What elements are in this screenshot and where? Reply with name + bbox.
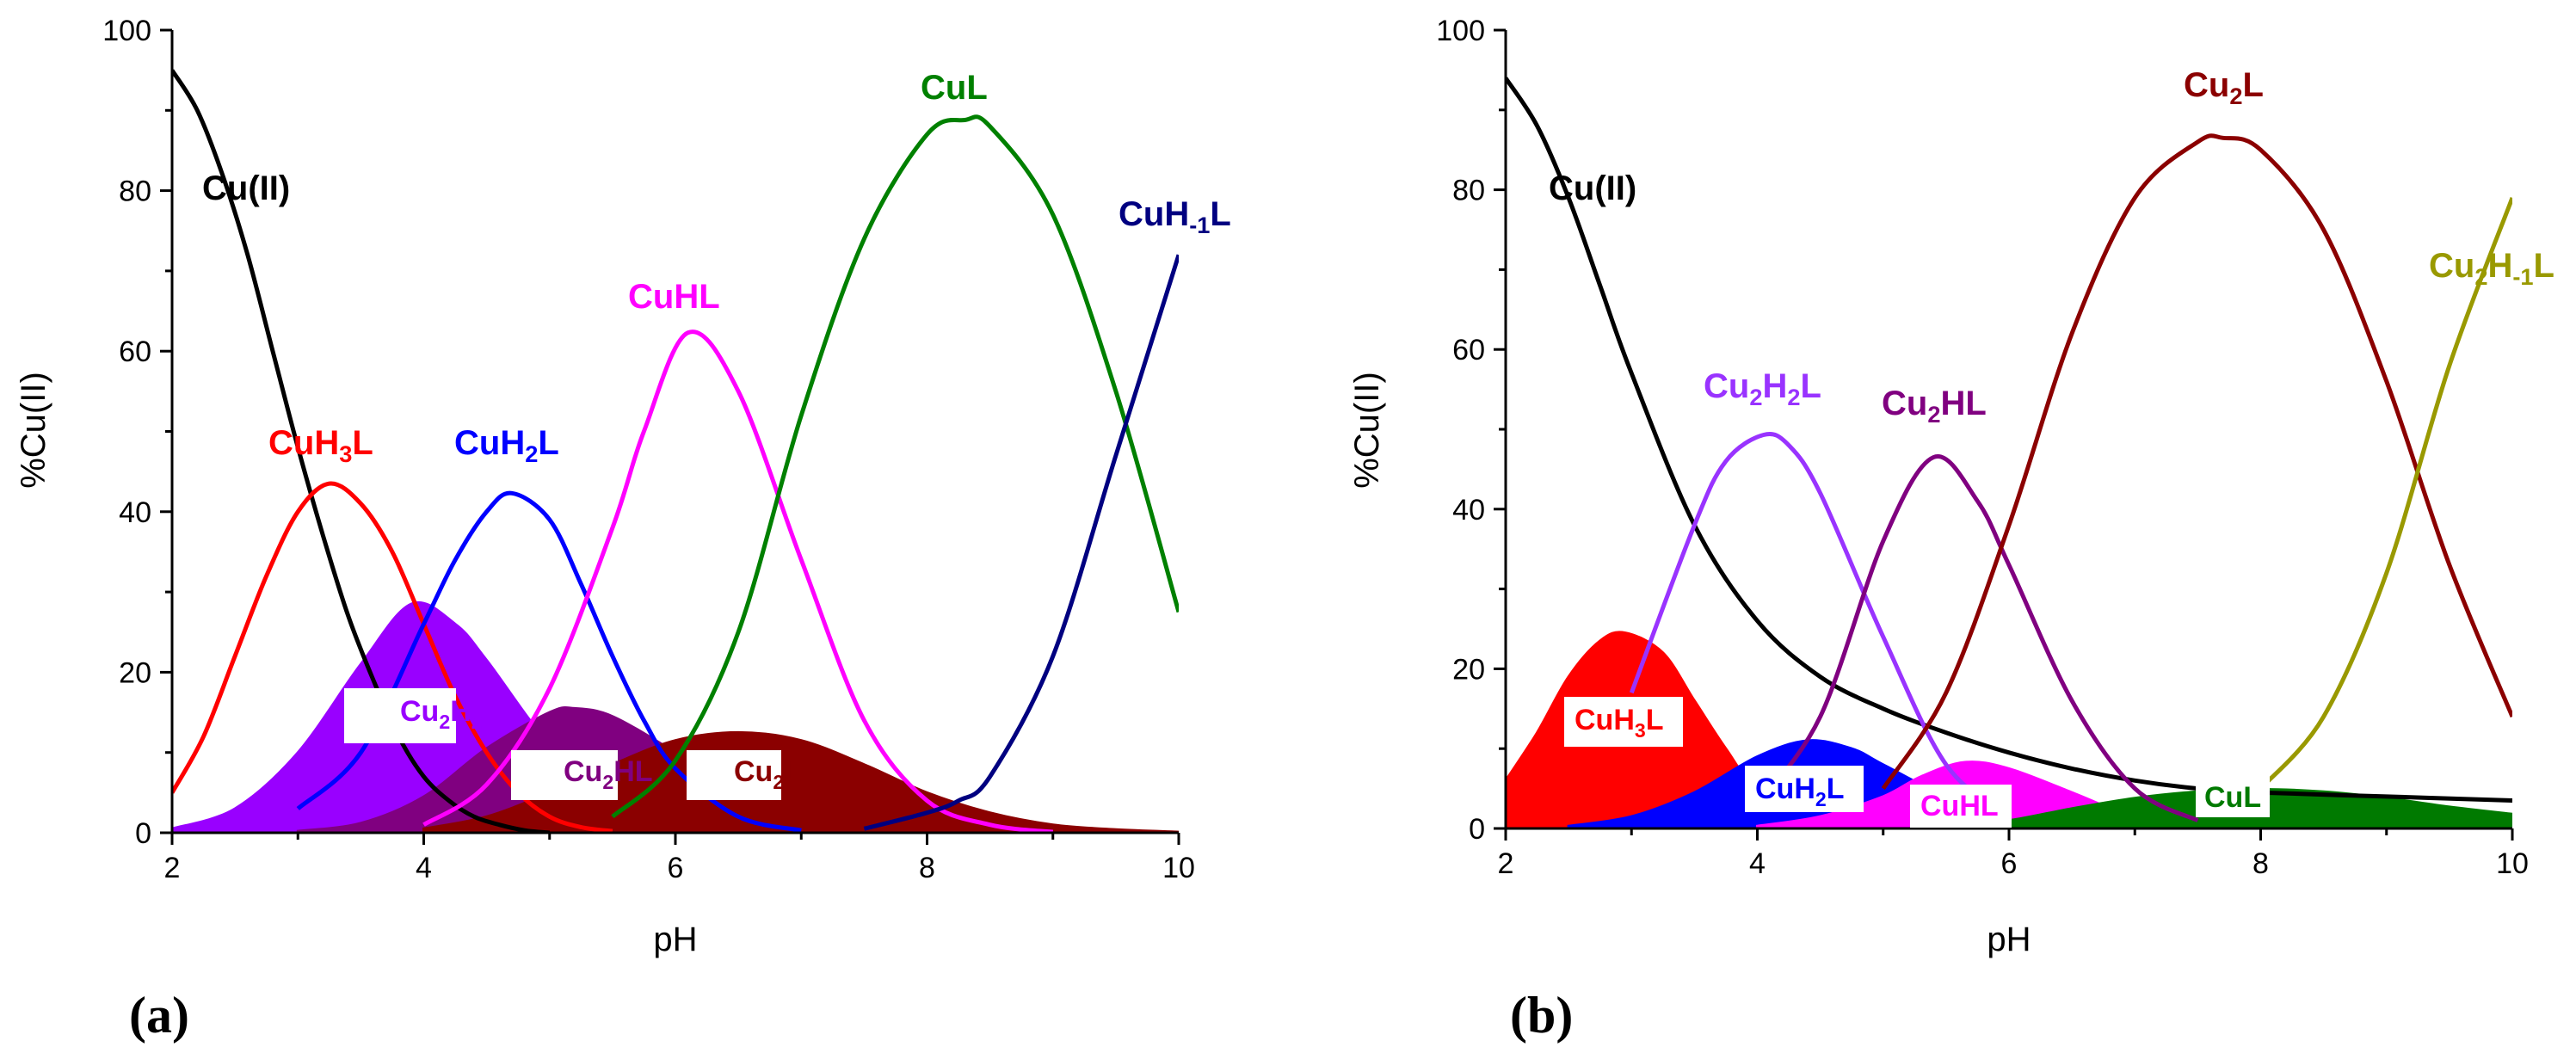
series-label-cu2l: Cu2L [734, 755, 802, 793]
x-tick-label: 6 [668, 852, 684, 884]
series-line-cuhl [422, 329, 1054, 833]
y-tick-label: 20 [1452, 653, 1485, 686]
y-tick-label: 40 [119, 496, 151, 529]
y-tick-label: 0 [1469, 813, 1485, 846]
series-label-cu-ii-: Cu(II) [1549, 169, 1636, 207]
series-line-cuh-1l [863, 254, 1179, 831]
y-tick-label: 80 [119, 176, 151, 208]
y-axis-label: %Cu(II) [15, 372, 52, 489]
series-label-cu-ii-: Cu(II) [202, 169, 290, 207]
panel-letter: (a) [129, 987, 189, 1044]
panel-b: 2 4 6 8 10020406080100pH%Cu(II)(b)Cu(II)CuH3… [1348, 15, 2554, 1044]
series-label-cu2h-1l: Cu2H-1L [2429, 247, 2554, 290]
series-label-cu2h2l: Cu2H2L [400, 695, 500, 733]
series-label-cu2l: Cu2L [2184, 66, 2264, 109]
y-tick-label: 20 [119, 656, 151, 689]
series-line-cu2h-1l [2259, 197, 2512, 791]
series-line-cuh3l [172, 481, 613, 833]
series-line-cuh2l [296, 490, 802, 833]
series-label-box [1910, 785, 2012, 828]
x-axis-label: pH [653, 921, 697, 958]
series-label-cuhl: CuHL [628, 278, 720, 316]
y-tick-label: 80 [1452, 175, 1485, 207]
series-label-box [511, 750, 618, 800]
x-tick-label: 10 [2496, 847, 2529, 880]
series-label-box [1564, 697, 1683, 747]
y-axis-label: %Cu(II) [1348, 372, 1386, 489]
y-tick-label: 0 [135, 817, 151, 850]
series-label-cu2hl: Cu2HL [564, 755, 653, 793]
x-tick-label: 4 [1749, 847, 1766, 880]
x-tick-label: 8 [919, 852, 935, 884]
series-label-cu2h2l: Cu2H2L [1704, 367, 1821, 410]
y-tick-label: 40 [1452, 494, 1485, 526]
x-tick-label: 2 [164, 852, 181, 884]
y-tick-label: 100 [1436, 15, 1485, 47]
series-label-cul: CuL [921, 69, 988, 107]
series-label-cuh2l: CuH2L [1755, 773, 1845, 810]
y-tick-label: 60 [1452, 334, 1485, 366]
x-tick-label: 6 [2001, 847, 2018, 880]
series-label-cuh-1l: CuH-1L [1119, 195, 1231, 238]
series-label-cu2hl: Cu2HL [1882, 385, 1987, 428]
x-tick-label: 10 [1162, 852, 1195, 884]
series-label-box [1745, 766, 1864, 812]
series-label-cuh3l: CuH3L [1575, 704, 1664, 742]
series-line-cu2l [1881, 133, 2512, 790]
x-tick-label: 2 [1498, 847, 1514, 880]
y-tick-label: 60 [119, 336, 151, 368]
x-tick-label: 8 [2252, 847, 2269, 880]
x-tick-label: 4 [416, 852, 432, 884]
series-label-box [687, 750, 781, 800]
series-label-box [344, 688, 456, 743]
series-line-cu-ii- [172, 69, 551, 833]
series-line-cu2hl [1755, 454, 2199, 822]
series-label-box [2196, 776, 2270, 817]
series-label-cuh3l: CuH3L [268, 424, 373, 467]
series-line-cul [611, 114, 1179, 819]
series-label-cul: CuL [2204, 781, 2261, 814]
series-label-cuh2l: CuH2L [454, 424, 559, 467]
y-tick-label: 100 [102, 15, 151, 47]
panel-a: 2 4 6 8 10020406080100pH%Cu(II)(a)Cu(II)CuH3… [15, 15, 1231, 1044]
x-axis-label: pH [1987, 921, 2031, 958]
panel-letter: (b) [1510, 987, 1573, 1044]
series-label-cuhl: CuHL [1920, 790, 1999, 822]
